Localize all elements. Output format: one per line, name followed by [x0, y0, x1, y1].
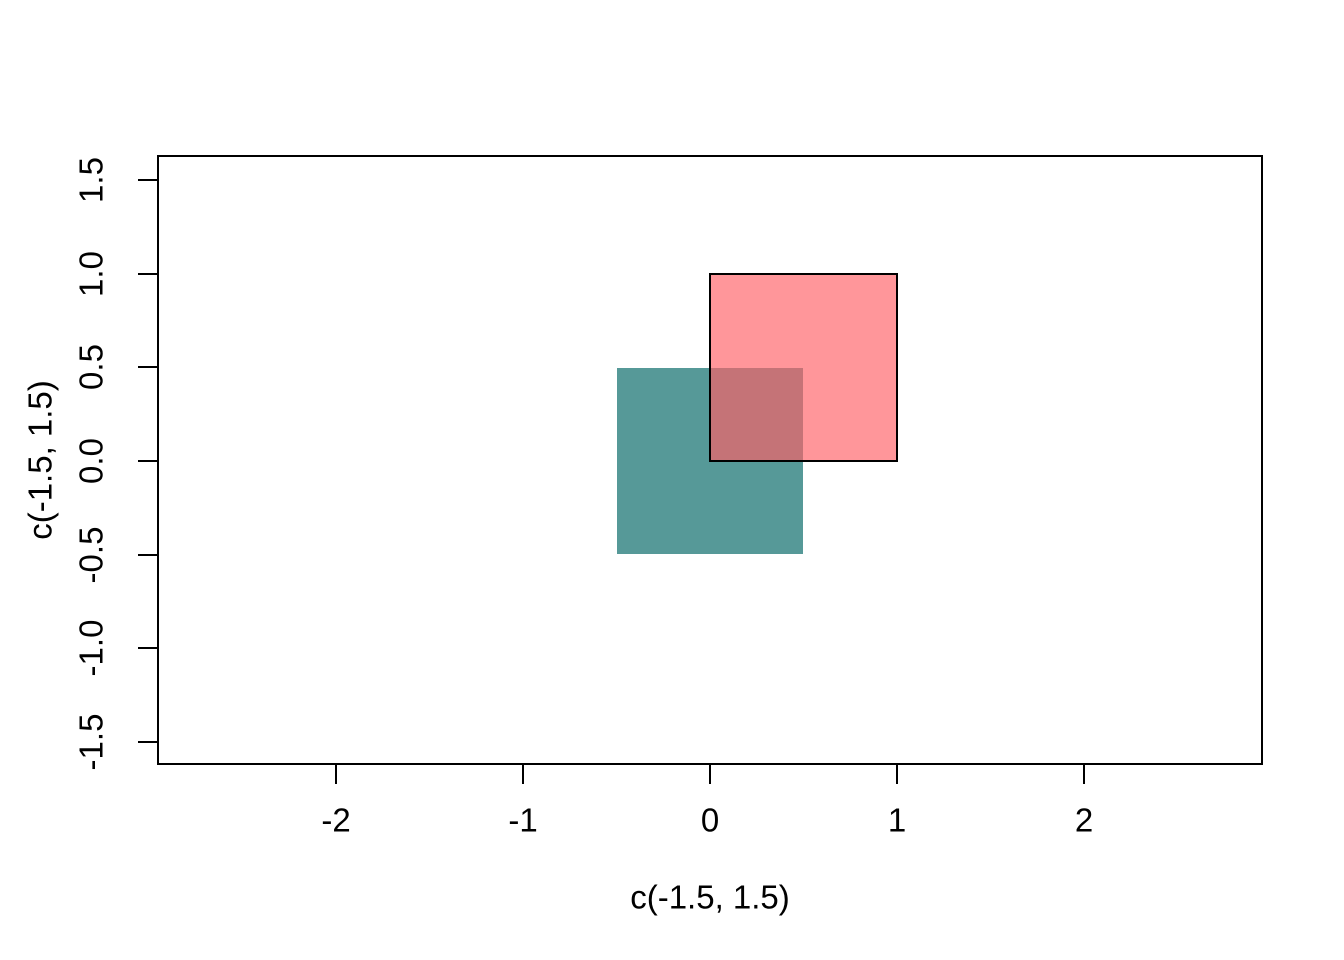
y-axis-tick-label: 0.0 [72, 438, 110, 484]
y-axis-tick-label: -0.5 [72, 526, 110, 584]
y-axis-tick [138, 366, 157, 368]
y-axis-tick [138, 460, 157, 462]
y-axis-tick [138, 273, 157, 275]
x-axis-tick-label: 2 [1074, 801, 1094, 839]
y-axis-tick-label: 1.0 [72, 251, 110, 297]
y-axis-tick-label: 0.5 [72, 344, 110, 390]
pink-square [709, 273, 898, 462]
x-axis-tick [896, 765, 898, 784]
x-axis-tick-label: -2 [321, 801, 351, 839]
x-axis-tick [522, 765, 524, 784]
y-axis-tick [138, 179, 157, 181]
y-axis-tick-label: -1.0 [72, 619, 110, 677]
x-axis-label: c(-1.5, 1.5) [630, 878, 790, 916]
x-axis-tick [709, 765, 711, 784]
x-axis-tick-label: -1 [508, 801, 538, 839]
x-axis-tick-label: 1 [887, 801, 907, 839]
y-axis-tick-label: 1.5 [72, 157, 110, 203]
x-axis-tick [1083, 765, 1085, 784]
y-axis-tick-label: -1.5 [72, 713, 110, 771]
x-axis-tick-label: 0 [700, 801, 720, 839]
y-axis-tick [138, 741, 157, 743]
y-axis-tick [138, 554, 157, 556]
y-axis-label: c(-1.5, 1.5) [21, 380, 59, 540]
y-axis-tick [138, 647, 157, 649]
x-axis-tick [335, 765, 337, 784]
